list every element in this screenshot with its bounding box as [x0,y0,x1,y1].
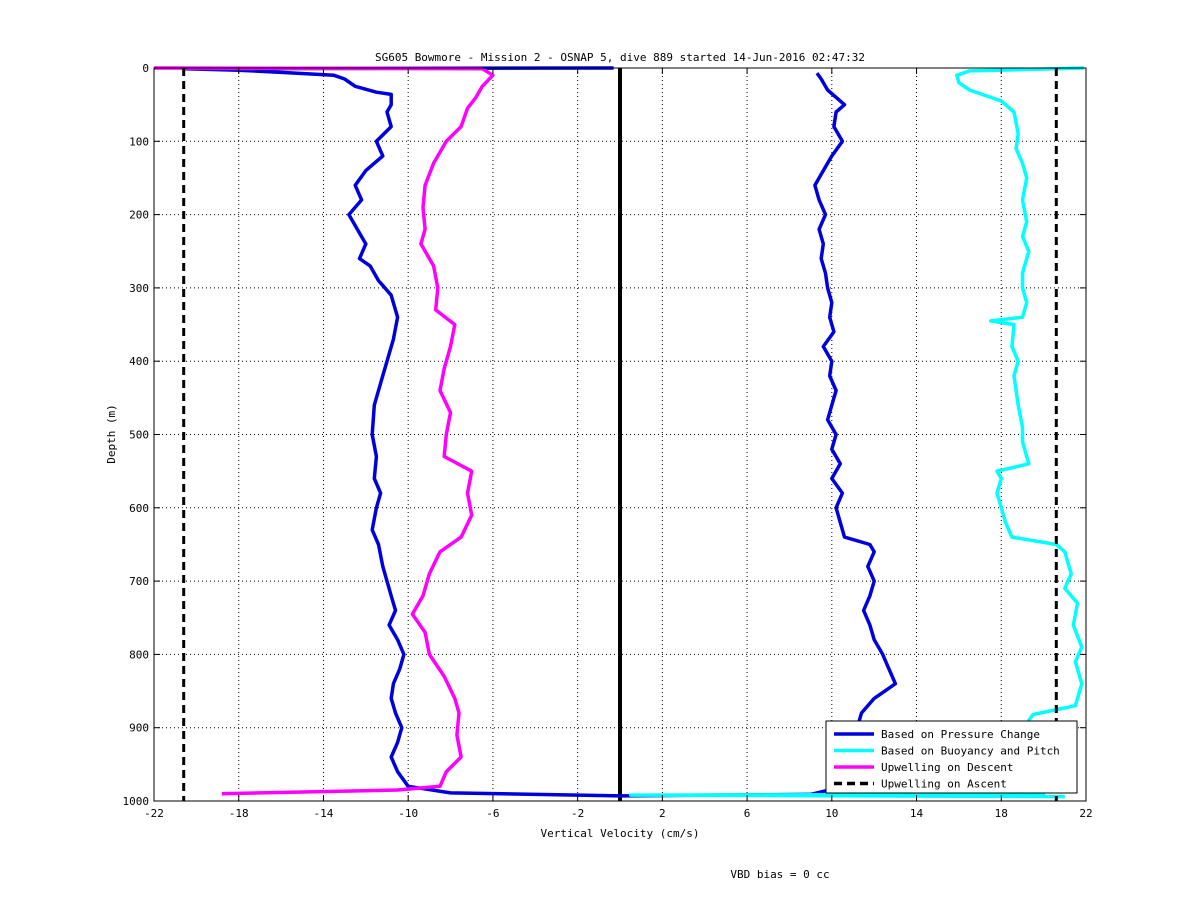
chart-title: SG605 Bowmore - Mission 2 - OSNAP 5, div… [375,51,865,64]
vbd-bias-note: VBD bias = 0 cc [730,868,830,881]
y-tick-label: 400 [129,355,149,368]
x-tick-label: -22 [144,807,164,820]
ticks: -22 -18 -14 -10 -6 -2 2 6 10 14 18 2201002003004005… [123,62,1093,820]
y-tick-label: 200 [129,209,149,222]
y-tick-label: 0 [142,62,149,75]
x-tick-label: 18 [995,807,1008,820]
y-tick-label: 600 [129,502,149,515]
x-tick-label: -10 [398,807,418,820]
y-tick-label: 800 [129,648,149,661]
series-layer [153,66,1084,801]
x-tick-label: -2 [571,807,584,820]
y-axis-label: Depth (m) [105,404,118,464]
x-tick-label: 6 [744,807,751,820]
x-tick-label: 14 [910,807,924,820]
series-line-based-on-pressure-change [184,66,898,798]
series-line-based-on-buoyancy-and-pitch [628,66,1084,799]
y-tick-label: 300 [129,282,149,295]
x-tick-label: -14 [314,807,334,820]
y-tick-label: 100 [129,135,149,148]
x-tick-label: -6 [486,807,499,820]
y-tick-label: 1000 [123,795,150,808]
series-line-upwelling-on-descent [153,66,495,796]
y-tick-label: 900 [129,722,149,735]
x-axis-label: Vertical Velocity (cm/s) [541,827,700,840]
x-tick-label: -18 [229,807,249,820]
y-tick-label: 500 [129,429,149,442]
legend-entry: Upwelling on Ascent [881,778,1007,791]
legend-entry: Based on Buoyancy and Pitch [881,745,1060,758]
legend-entry: Upwelling on Descent [881,761,1013,774]
x-tick-label: 22 [1079,807,1092,820]
x-tick-label: 10 [825,807,838,820]
x-tick-label: 2 [659,807,666,820]
y-tick-label: 700 [129,575,149,588]
legend-entry: Based on Pressure Change [881,728,1040,741]
legend: Based on Pressure Change Based on Buoyanc… [825,720,1078,794]
